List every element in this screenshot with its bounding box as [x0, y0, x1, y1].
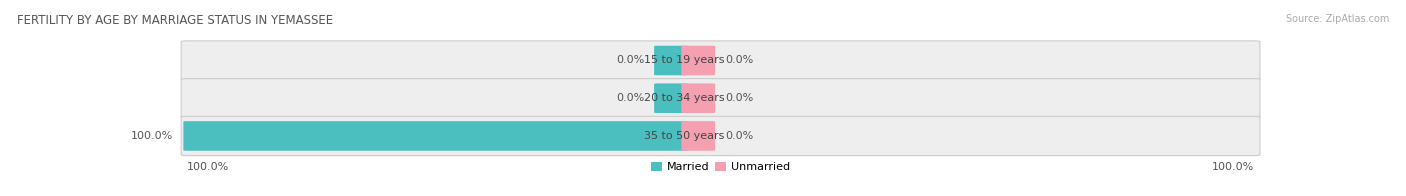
Text: 0.0%: 0.0% — [616, 55, 644, 65]
Text: 100.0%: 100.0% — [187, 162, 229, 172]
Text: FERTILITY BY AGE BY MARRIAGE STATUS IN YEMASSEE: FERTILITY BY AGE BY MARRIAGE STATUS IN Y… — [17, 14, 333, 27]
FancyBboxPatch shape — [181, 116, 1260, 156]
Text: 0.0%: 0.0% — [616, 93, 644, 103]
Text: 20 to 34 years: 20 to 34 years — [644, 93, 725, 103]
Text: 0.0%: 0.0% — [725, 131, 754, 141]
Text: 15 to 19 years: 15 to 19 years — [644, 55, 725, 65]
Text: 100.0%: 100.0% — [131, 131, 173, 141]
Text: Source: ZipAtlas.com: Source: ZipAtlas.com — [1285, 14, 1389, 24]
FancyBboxPatch shape — [183, 121, 688, 151]
Text: 0.0%: 0.0% — [725, 55, 754, 65]
Text: 100.0%: 100.0% — [1212, 162, 1254, 172]
FancyBboxPatch shape — [682, 121, 716, 151]
FancyBboxPatch shape — [181, 41, 1260, 80]
FancyBboxPatch shape — [654, 46, 688, 75]
Legend: Married, Unmarried: Married, Unmarried — [647, 157, 794, 177]
FancyBboxPatch shape — [654, 83, 688, 113]
FancyBboxPatch shape — [682, 83, 716, 113]
Text: 35 to 50 years: 35 to 50 years — [644, 131, 725, 141]
FancyBboxPatch shape — [181, 79, 1260, 118]
FancyBboxPatch shape — [682, 46, 716, 75]
Text: 0.0%: 0.0% — [725, 93, 754, 103]
